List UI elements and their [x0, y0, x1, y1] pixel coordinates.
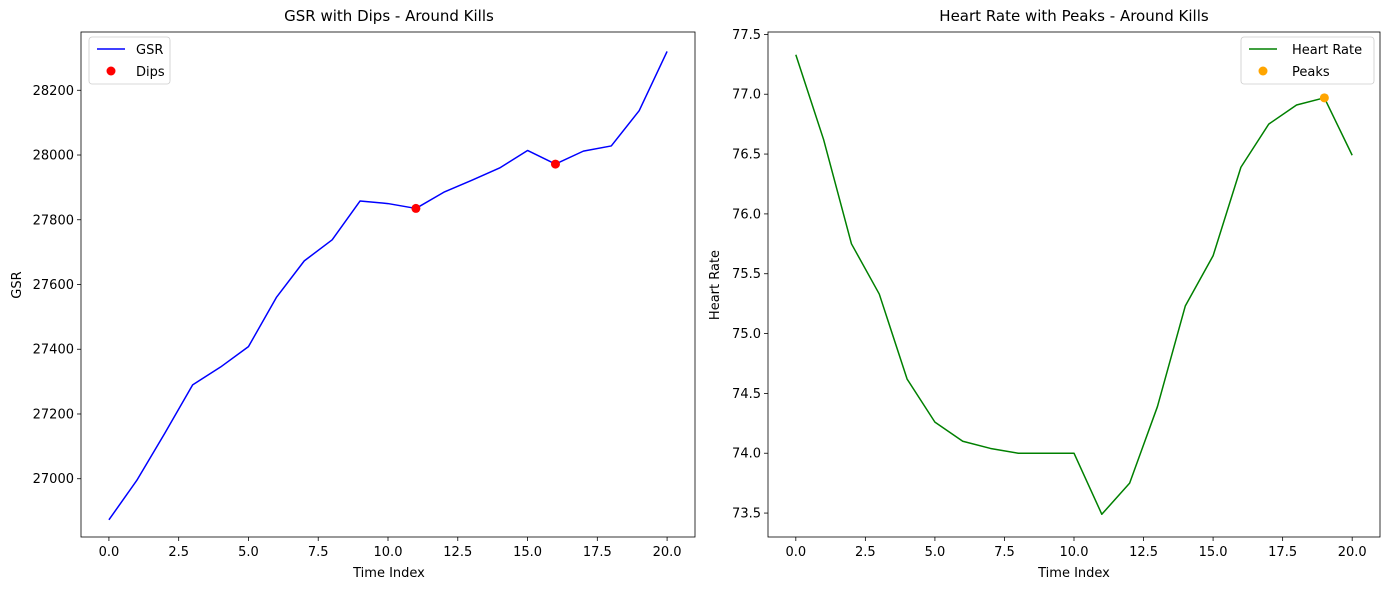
heart-rate-x-tick-label: 5.0 — [925, 545, 946, 560]
heart-rate-x-tick-label: 20.0 — [1338, 545, 1367, 560]
gsr-y-axis: 27000 27200 27400 27600 27800 28000 28200 — [33, 84, 81, 487]
gsr-series-line — [108, 51, 668, 521]
heart-rate-x-tick-label: 17.5 — [1268, 545, 1297, 560]
heart-rate-peaks-point — [1319, 93, 1329, 103]
gsr-y-tick-label: 27400 — [33, 343, 74, 358]
heart-rate-x-tick-label: 7.5 — [994, 545, 1015, 560]
gsr-legend-label-dips: Dips — [136, 65, 165, 80]
heart-rate-x-tick-label: 0.0 — [785, 545, 806, 560]
gsr-x-axis: 0.0 2.5 5.0 7.5 10.0 12.5 15.0 17.5 20.0 — [99, 537, 682, 560]
heart-rate-x-tick-label: 15.0 — [1199, 545, 1228, 560]
heart-rate-chart-title: Heart Rate with Peaks - Around Kills — [939, 7, 1209, 25]
gsr-legend-label-gsr: GSR — [136, 43, 163, 58]
heart-rate-x-axis-label: Time Index — [1037, 566, 1110, 581]
heart-rate-plot-area — [768, 32, 1380, 537]
heart-rate-x-tick-label: 10.0 — [1060, 545, 1089, 560]
heart-rate-y-tick-label: 74.5 — [732, 387, 761, 402]
gsr-x-tick-label: 20.0 — [653, 545, 682, 560]
gsr-x-tick-label: 5.0 — [238, 545, 259, 560]
gsr-x-tick-label: 7.5 — [308, 545, 329, 560]
gsr-y-axis-label: GSR — [10, 271, 25, 298]
heart-rate-plot-frame — [767, 31, 1381, 538]
heart-rate-y-tick-label: 77.5 — [732, 28, 761, 43]
heart-rate-x-tick-label: 2.5 — [855, 545, 876, 560]
heart-rate-y-tick-label: 75.5 — [732, 267, 761, 282]
gsr-dips-point — [550, 159, 560, 169]
gsr-y-tick-label: 28200 — [33, 84, 74, 99]
gsr-x-tick-label: 0.0 — [99, 545, 120, 560]
heart-rate-series-line — [795, 54, 1353, 516]
heart-rate-y-tick-label: 73.5 — [732, 507, 761, 522]
heart-rate-y-tick-label: 76.0 — [732, 207, 761, 222]
gsr-y-tick-label: 27200 — [33, 407, 74, 422]
heart-rate-chart: Heart Rate with Peaks - Around Kills 0.0… — [708, 7, 1381, 581]
heart-rate-y-tick-label: 74.0 — [732, 447, 761, 462]
gsr-plot-area — [81, 32, 695, 537]
gsr-x-tick-label: 12.5 — [443, 545, 472, 560]
gsr-dips-point — [411, 203, 421, 213]
gsr-y-tick-label: 28000 — [33, 149, 74, 164]
heart-rate-x-axis: 0.0 2.5 5.0 7.5 10.0 12.5 15.0 17.5 20.0 — [785, 537, 1367, 560]
heart-rate-y-axis: 73.5 74.0 74.5 75.0 75.5 76.0 76.5 77.0 77.5 — [732, 28, 768, 522]
gsr-y-tick-label: 27600 — [33, 278, 74, 293]
gsr-chart: GSR with Dips - Around Kills 0.0 2.5 5.0 7.… — [10, 7, 696, 581]
heart-rate-x-tick-label: 12.5 — [1129, 545, 1158, 560]
gsr-x-tick-label: 15.0 — [513, 545, 542, 560]
heart-rate-y-tick-label: 77.0 — [732, 88, 761, 103]
heart-rate-legend-label-peaks: Peaks — [1292, 65, 1330, 80]
heart-rate-y-axis-label: Heart Rate — [708, 250, 723, 320]
gsr-chart-title: GSR with Dips - Around Kills — [284, 7, 494, 25]
heart-rate-legend-label-heart-rate: Heart Rate — [1292, 43, 1362, 58]
gsr-plot-frame — [80, 31, 696, 538]
heart-rate-legend: Heart Rate Peaks — [1240, 36, 1375, 85]
gsr-x-axis-label: Time Index — [352, 566, 425, 581]
heart-rate-y-tick-label: 76.5 — [732, 148, 761, 163]
gsr-y-tick-label: 27000 — [33, 472, 74, 487]
heart-rate-legend-peak-swatch — [1258, 66, 1268, 76]
gsr-legend-dip-swatch — [106, 66, 116, 76]
heart-rate-y-tick-label: 75.0 — [732, 327, 761, 342]
gsr-x-tick-label: 17.5 — [583, 545, 612, 560]
gsr-x-tick-label: 2.5 — [168, 545, 189, 560]
gsr-x-tick-label: 10.0 — [374, 545, 403, 560]
gsr-legend: GSR Dips — [88, 36, 171, 85]
gsr-y-tick-label: 27800 — [33, 213, 74, 228]
